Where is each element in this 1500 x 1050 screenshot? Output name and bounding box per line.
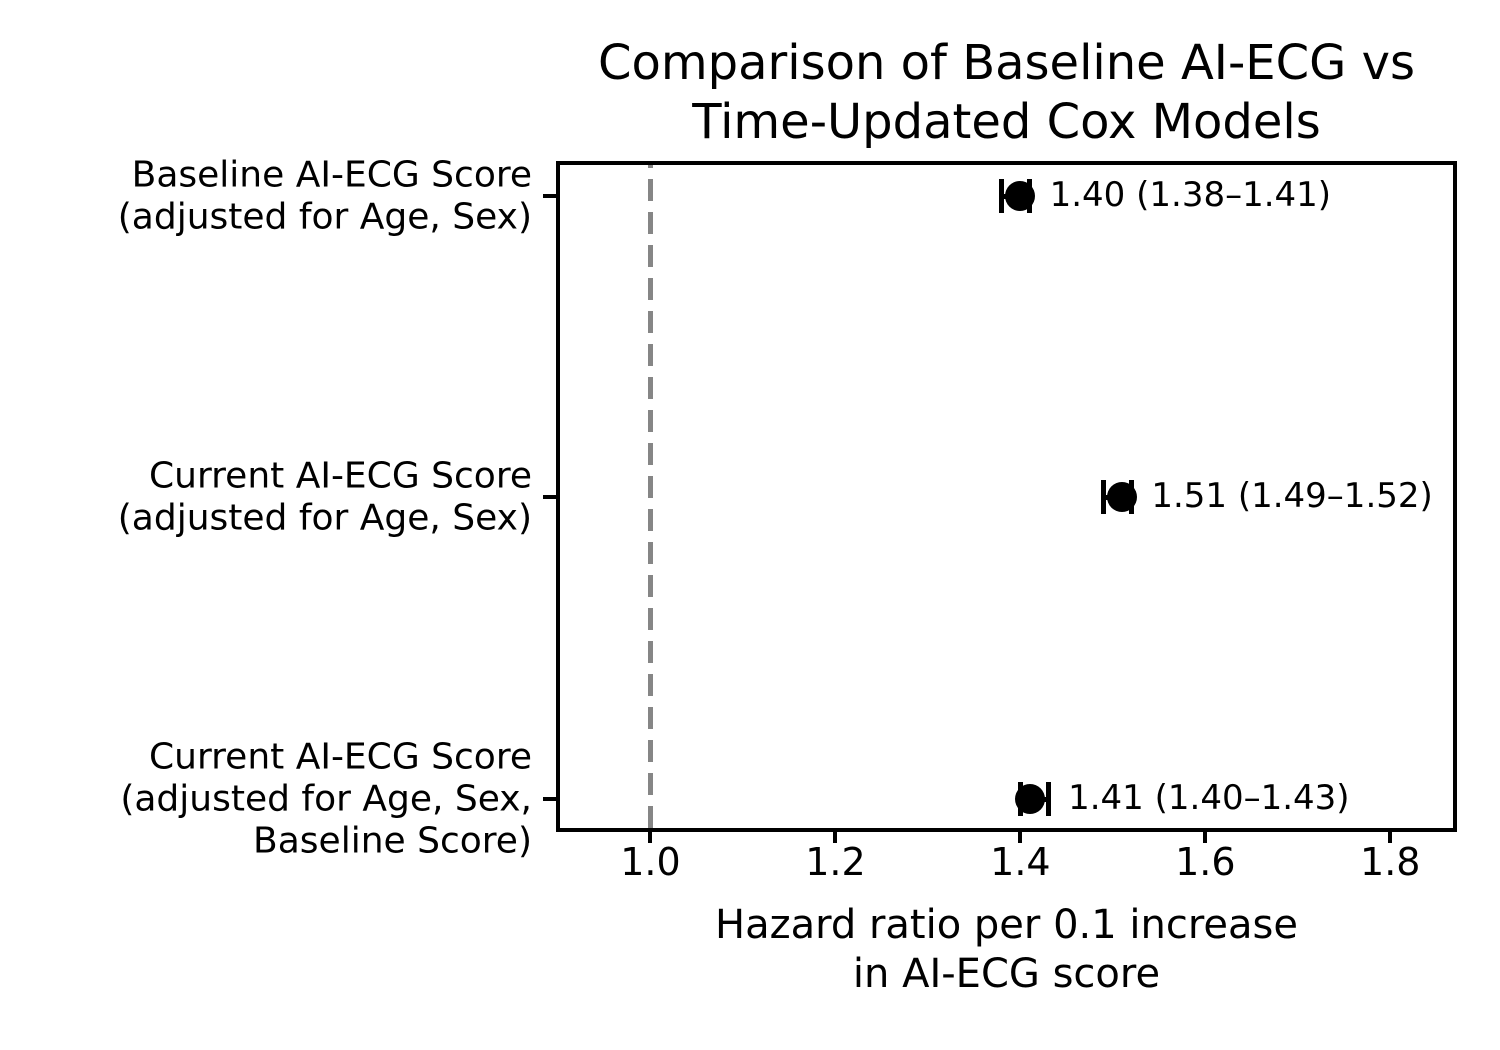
x-tick-label: 1.8 — [1360, 840, 1421, 884]
x-tick-label: 1.4 — [990, 840, 1051, 884]
x-tick-label: 1.6 — [1175, 840, 1236, 884]
error-bar-cap-low — [999, 179, 1005, 213]
data-point-marker — [1107, 482, 1138, 512]
plot-area — [556, 161, 1457, 832]
x-tick-label: 1.2 — [805, 840, 866, 884]
x-axis-label: Hazard ratio per 0.1 increase in AI-ECG … — [715, 902, 1298, 997]
error-bar-cap-high — [1045, 782, 1051, 816]
ci-annotation: 1.51 (1.49–1.52) — [1151, 476, 1433, 517]
y-tick-mark — [543, 495, 557, 499]
x-tick-label: 1.0 — [620, 840, 681, 884]
y-category-label: Current AI-ECG Score (adjusted for Age, … — [120, 736, 532, 861]
y-category-label: Current AI-ECG Score (adjusted for Age, … — [117, 455, 532, 538]
ci-annotation: 1.41 (1.40–1.43) — [1068, 778, 1350, 819]
x-tick-mark — [648, 832, 653, 843]
reference-line — [647, 165, 653, 828]
y-tick-mark — [543, 194, 557, 198]
chart-title: Comparison of Baseline AI-ECG vs Time-Up… — [598, 35, 1415, 150]
y-tick-mark — [543, 797, 557, 801]
x-tick-mark — [1388, 832, 1393, 843]
y-category-label: Baseline AI-ECG Score (adjusted for Age,… — [117, 154, 532, 237]
data-point-marker — [1005, 181, 1036, 211]
ci-annotation: 1.40 (1.38–1.41) — [1049, 175, 1332, 216]
error-bar-cap-low — [1101, 480, 1107, 514]
x-tick-mark — [1018, 832, 1023, 843]
x-tick-mark — [1203, 832, 1208, 843]
x-tick-mark — [833, 832, 838, 843]
data-point-marker — [1014, 784, 1045, 814]
